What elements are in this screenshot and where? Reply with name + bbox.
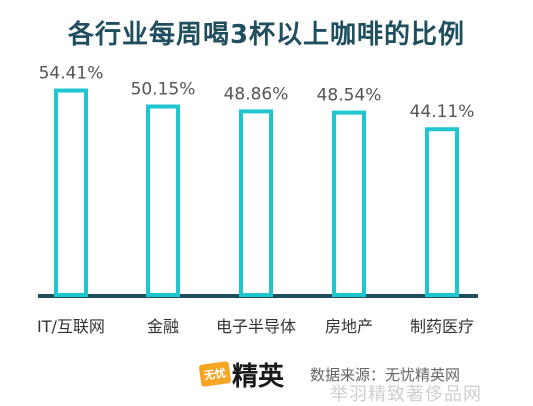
category-label: IT/互联网 xyxy=(37,317,105,336)
chart-title: 各行业每周喝3杯以上咖啡的比例 xyxy=(67,20,466,50)
category-label: 房地产 xyxy=(325,317,373,336)
bar xyxy=(239,109,273,297)
bar xyxy=(332,110,366,298)
data-label: 48.54% xyxy=(317,86,382,106)
brand-logo: 无忧 精英 xyxy=(198,358,285,392)
logo-text: 精英 xyxy=(232,361,285,392)
data-label: 48.86% xyxy=(224,84,289,104)
data-label: 50.15% xyxy=(131,80,196,100)
watermark: 举羽精致著侈品网 xyxy=(330,384,482,405)
data-source-note: 数据来源：无忧精英网 xyxy=(310,366,461,384)
category-label: 电子半导体 xyxy=(216,317,296,336)
category-label: 制药医疗 xyxy=(410,317,474,336)
logo-badge: 无忧 xyxy=(198,361,232,387)
bar xyxy=(425,127,459,297)
bar xyxy=(146,104,180,297)
category-label: 金融 xyxy=(147,317,179,336)
bar xyxy=(54,88,88,297)
data-label: 44.11% xyxy=(410,102,475,122)
data-label: 54.41% xyxy=(39,64,104,84)
